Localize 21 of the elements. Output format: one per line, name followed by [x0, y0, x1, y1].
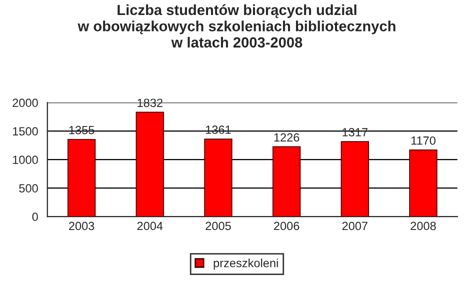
y-tick-label: 2000 — [12, 98, 38, 107]
x-tick-label: 2007 — [342, 222, 368, 230]
data-label: 1226 — [274, 133, 300, 142]
y-tick-label: 0 — [32, 212, 38, 221]
chart-title: Liczba studentów biorących udzial w obowiązkowych szkoleniach bibliotecznych w latach 2003-2008 — [78, 4, 396, 48]
x-tick-label: 2006 — [274, 222, 300, 230]
bar — [340, 141, 369, 217]
x-tick-label: 2003 — [69, 222, 94, 230]
bar — [409, 149, 438, 217]
y-tick-label: 500 — [19, 184, 38, 192]
x-tick-label: 2008 — [410, 222, 436, 230]
x-tick-label: 2005 — [206, 222, 231, 230]
data-label: 1170 — [411, 136, 436, 145]
bar — [204, 138, 232, 217]
bar — [136, 112, 164, 217]
x-tick-label: 2004 — [137, 222, 163, 230]
y-tick-label: 1500 — [13, 127, 38, 136]
legend-label: przeszkoleni — [214, 258, 278, 270]
bar — [67, 138, 96, 217]
bar — [272, 146, 301, 217]
y-tick-label: 1000 — [13, 156, 38, 164]
